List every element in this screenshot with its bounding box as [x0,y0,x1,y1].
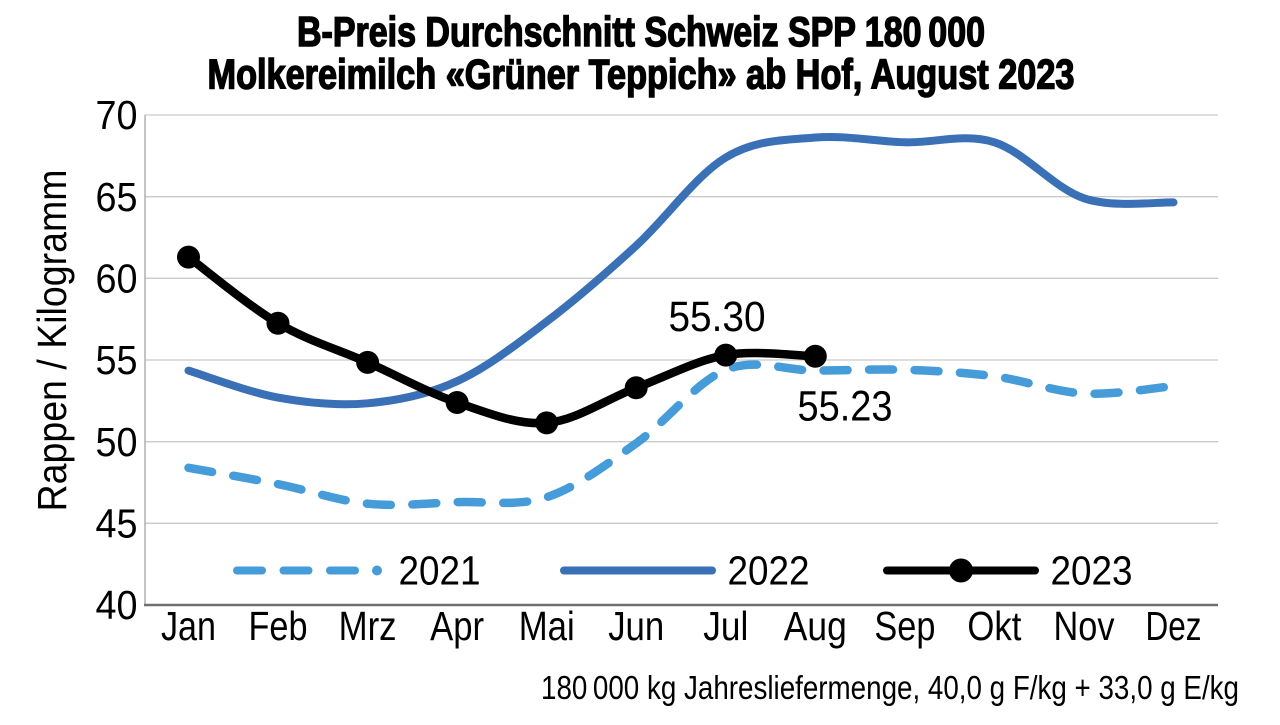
svg-text:Jan: Jan [161,603,216,649]
svg-text:Okt: Okt [967,603,1022,649]
svg-text:Aug: Aug [784,603,847,649]
svg-text:Nov: Nov [1054,603,1115,649]
svg-text:Apr: Apr [430,603,484,649]
svg-text:Jun: Jun [608,603,664,649]
svg-text:55.23: 55.23 [798,383,893,431]
svg-text:2023: 2023 [1051,548,1133,594]
svg-text:65: 65 [96,174,138,220]
svg-text:2022: 2022 [728,548,810,594]
svg-text:Mai: Mai [519,603,575,649]
svg-text:50: 50 [96,419,138,465]
svg-text:Feb: Feb [249,603,308,649]
svg-text:180 000 kg Jahresliefermenge,: 180 000 kg Jahresliefermenge, 40,0 g F/k… [541,669,1239,706]
svg-text:2021: 2021 [399,548,481,594]
svg-text:60: 60 [96,255,138,301]
svg-text:Mrz: Mrz [339,603,397,649]
svg-text:Jul: Jul [703,603,748,649]
svg-text:B-Preis Durchschnitt Schweiz S: B-Preis Durchschnitt Schweiz SPP 180 000 [297,8,985,55]
svg-text:55.30: 55.30 [669,293,766,341]
svg-text:40: 40 [96,582,138,628]
svg-text:70: 70 [96,92,138,138]
svg-text:Dez: Dez [1146,603,1202,649]
svg-text:55: 55 [96,337,138,383]
svg-text:45: 45 [96,500,138,546]
svg-text:Molkereimilch «Grüner Teppich»: Molkereimilch «Grüner Teppich» ab Hof, A… [208,50,1075,97]
svg-text:Sep: Sep [874,603,935,649]
svg-text:Rappen / Kilogramm: Rappen / Kilogramm [29,170,75,512]
